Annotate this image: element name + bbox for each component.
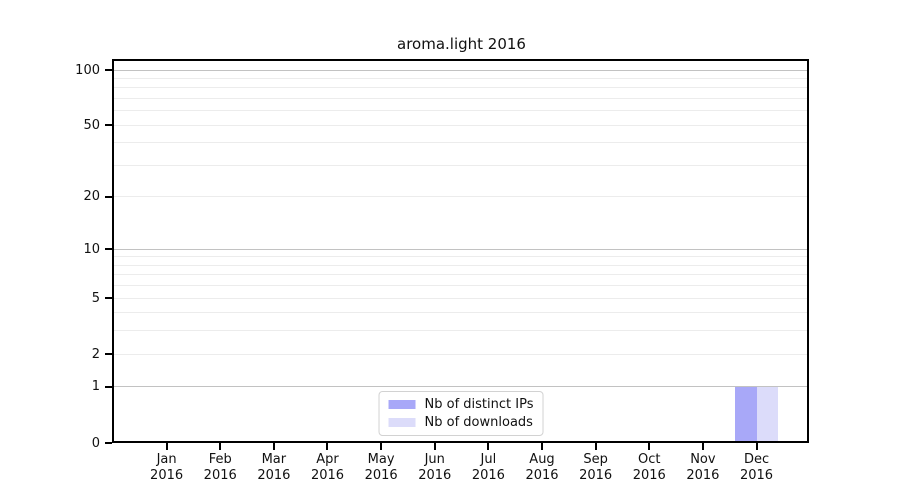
grid-line-minor <box>114 297 808 299</box>
grid-line-minor <box>114 353 808 355</box>
x-tick-label: Jan 2016 <box>150 452 184 483</box>
x-tick-label: Oct 2016 <box>632 452 666 483</box>
grid-line-minor <box>114 110 808 112</box>
grid-line-minor <box>114 142 808 144</box>
y-tick <box>105 248 112 251</box>
legend-swatch-distinct-ips-icon <box>388 400 416 409</box>
x-tick-label: Feb 2016 <box>203 452 237 483</box>
grid-line-minor <box>114 256 808 258</box>
y-tick-label: 50 <box>83 117 100 133</box>
grid-line-minor <box>114 264 808 266</box>
grid-line-minor <box>114 312 808 314</box>
legend-item-distinct-ips: Nb of distinct IPs <box>388 397 534 412</box>
y-tick <box>105 442 112 444</box>
legend-label-distinct-ips: Nb of distinct IPs <box>424 397 534 412</box>
legend-swatch-downloads-icon <box>388 418 416 427</box>
y-tick <box>105 297 112 300</box>
x-tick <box>433 443 436 450</box>
grid-line-minor <box>114 97 808 99</box>
x-tick-label: Mar 2016 <box>257 452 291 483</box>
grid-line-minor <box>114 77 808 79</box>
x-tick <box>541 443 543 450</box>
grid-line-minor <box>114 124 808 126</box>
x-tick-label: Apr 2016 <box>310 452 345 483</box>
x-tick-label: Dec 2016 <box>739 452 774 483</box>
y-tick-label: 100 <box>75 62 100 78</box>
y-tick-label: 2 <box>91 346 100 362</box>
y-tick <box>105 353 112 356</box>
grid-line-minor <box>114 164 808 166</box>
grid-line-major <box>114 386 808 388</box>
legend: Nb of distinct IPs Nb of downloads <box>378 391 544 436</box>
y-tick-label: 20 <box>83 189 100 205</box>
x-tick-label: Jun 2016 <box>418 452 452 483</box>
x-tick <box>219 443 222 450</box>
y-tick-label: 1 <box>91 379 100 395</box>
grid-line-minor <box>114 274 808 276</box>
x-tick <box>326 443 329 450</box>
x-tick <box>165 443 168 450</box>
x-tick <box>487 443 490 450</box>
grid-line-major <box>114 248 808 250</box>
chart-title: aroma.light 2016 <box>397 35 526 53</box>
legend-item-downloads: Nb of downloads <box>388 415 534 430</box>
y-tick-label: 5 <box>91 290 100 306</box>
x-tick-label: May 2016 <box>364 452 398 483</box>
bar-distinct-ips-dec <box>735 386 757 443</box>
legend-label-downloads: Nb of downloads <box>424 415 533 430</box>
y-tick <box>105 69 112 71</box>
grid-line-minor <box>114 330 808 332</box>
x-tick <box>272 443 275 450</box>
grid-line-major <box>114 69 808 71</box>
x-tick <box>755 443 758 450</box>
grid-line-minor <box>114 285 808 287</box>
y-tick <box>105 385 112 388</box>
x-tick-label: Sep 2016 <box>579 452 613 483</box>
y-tick-label: 0 <box>91 435 100 451</box>
grid-line-minor <box>114 87 808 89</box>
x-tick-label: Aug 2016 <box>525 452 559 483</box>
grid-line-minor <box>114 196 808 198</box>
bar-downloads-dec <box>756 386 779 443</box>
x-tick <box>380 443 383 450</box>
plot-frame <box>112 59 809 443</box>
x-tick-label: Nov 2016 <box>686 452 720 483</box>
x-tick <box>594 443 597 450</box>
x-tick-label: Jul 2016 <box>471 452 505 483</box>
y-tick <box>105 195 112 198</box>
y-tick <box>105 124 112 127</box>
x-tick <box>648 443 651 450</box>
x-tick <box>701 443 704 450</box>
y-tick-label: 10 <box>83 241 100 257</box>
